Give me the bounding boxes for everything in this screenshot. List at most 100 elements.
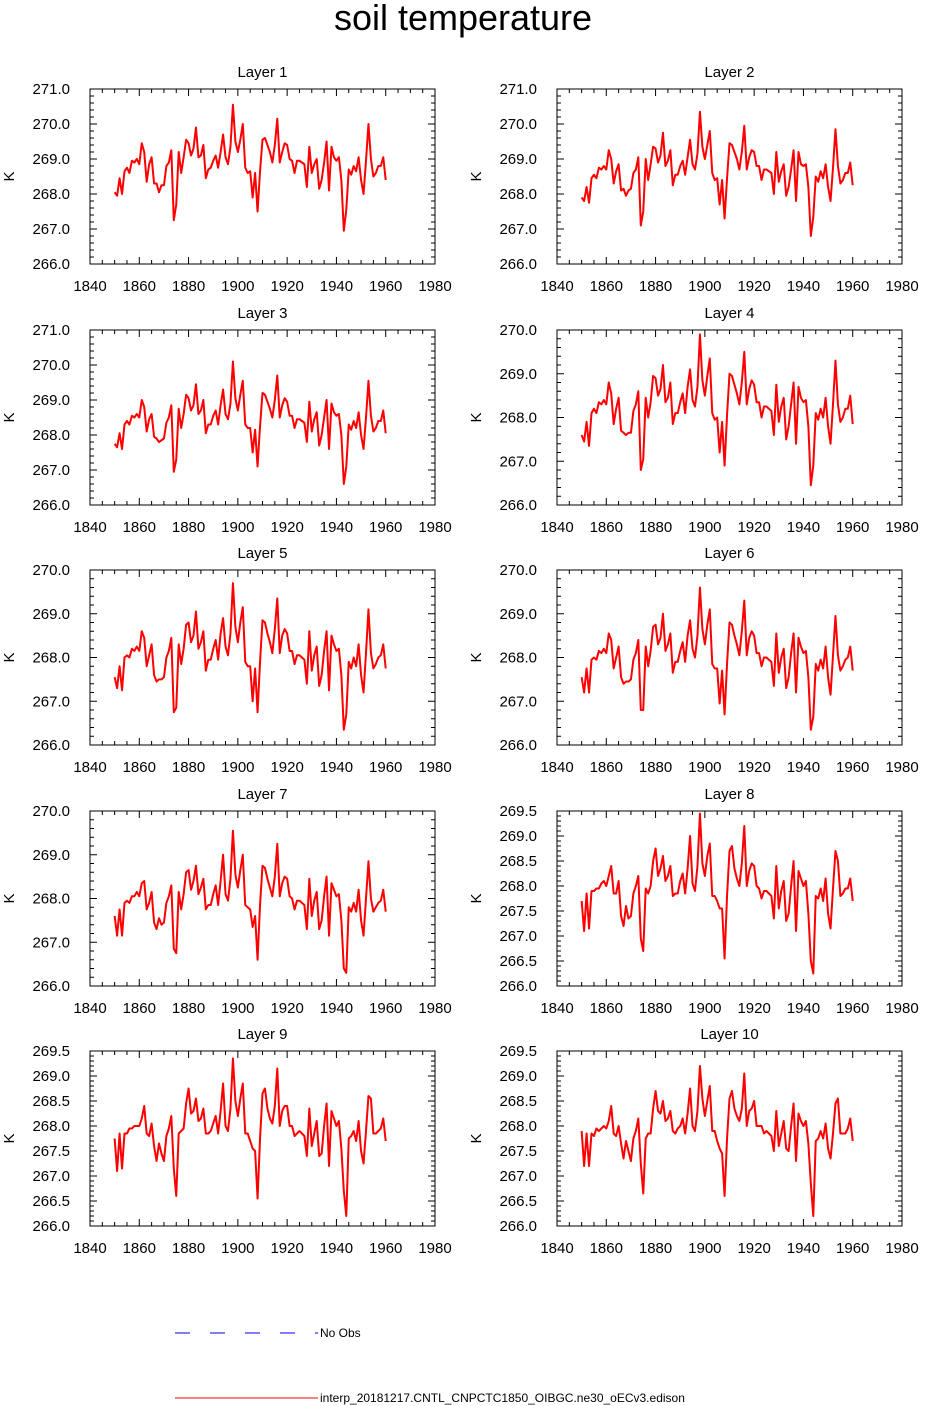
y-tick-label: 267.0: [499, 1168, 537, 1185]
y-tick-label: 268.0: [32, 891, 70, 908]
x-tick-label: 1960: [836, 519, 869, 536]
x-tick-label: 1880: [172, 519, 205, 536]
chart-layer-8: Layer 8 K 1840 1860 1880 1900 1920 1940 1960 1980…: [468, 786, 919, 1017]
y-tick-label: 271.0: [32, 322, 70, 339]
y-tick-label: 268.0: [499, 186, 537, 203]
y-tick-label: 268.0: [32, 186, 70, 203]
x-tick-label: 1980: [885, 278, 918, 295]
x-tick-label: 1840: [540, 1000, 573, 1017]
legend-obs-swatch: [175, 1332, 318, 1334]
y-tick-label: 268.0: [32, 427, 70, 444]
x-tick-label: 1940: [787, 759, 820, 776]
chart-title: Layer 8: [704, 786, 754, 803]
x-tick-label: 1960: [836, 1000, 869, 1017]
y-tick-label: 267.0: [499, 221, 537, 238]
y-tick-label: 266.0: [32, 737, 70, 754]
x-tick-label: 1960: [836, 1240, 869, 1257]
chart-layer-3: Layer 3 K 1840 1860 1880 1900 1920 1940 1960 1980…: [1, 305, 452, 536]
y-tick-label: 269.0: [32, 606, 70, 623]
y-tick-label: 269.5: [499, 803, 537, 820]
y-tick-label: 270.0: [32, 562, 70, 579]
y-tick-label: 270.0: [32, 357, 70, 374]
x-tick-label: 1860: [123, 759, 156, 776]
plot-frame: [556, 569, 903, 746]
y-tick-label: 269.0: [32, 1068, 70, 1085]
x-tick-label: 1980: [885, 1000, 918, 1017]
y-tick-label: 269.5: [499, 1043, 537, 1060]
y-axis-label: K: [1, 412, 18, 422]
y-tick-label: 270.0: [499, 322, 537, 339]
chart-title: Layer 1: [237, 64, 287, 81]
y-tick-label: 267.0: [32, 462, 70, 479]
x-tick-label: 1840: [73, 278, 106, 295]
x-tick-label: 1840: [540, 1240, 573, 1257]
x-tick-label: 1880: [172, 759, 205, 776]
y-tick-label: 266.5: [499, 1193, 537, 1210]
plot-frame: [89, 1050, 436, 1227]
y-axis-label: K: [1, 1133, 18, 1143]
chart-title: Layer 9: [237, 1026, 287, 1043]
x-tick-label: 1900: [688, 759, 721, 776]
chart-title: Layer 3: [237, 305, 287, 322]
chart-layer-9: Layer 9 K 1840 1860 1880 1900 1920 1940 1960 1980…: [1, 1026, 452, 1257]
x-tick-label: 1960: [369, 759, 402, 776]
x-tick-label: 1940: [320, 1000, 353, 1017]
x-tick-label: 1860: [123, 519, 156, 536]
x-tick-label: 1920: [737, 1240, 770, 1257]
x-tick-label: 1920: [737, 278, 770, 295]
y-tick-label: 266.0: [32, 497, 70, 514]
series-line: [113, 1057, 387, 1217]
y-axis-label: K: [468, 412, 485, 422]
y-tick-label: 269.0: [32, 847, 70, 864]
chart-title: Layer 4: [704, 305, 754, 322]
chart-layer-2: Layer 2 K 1840 1860 1880 1900 1920 1940 1960 1980…: [468, 64, 919, 295]
x-tick-label: 1860: [590, 1240, 623, 1257]
y-tick-label: 267.5: [499, 1143, 537, 1160]
x-tick-label: 1920: [737, 1000, 770, 1017]
x-tick-label: 1880: [172, 1000, 205, 1017]
x-tick-label: 1880: [639, 759, 672, 776]
chart-layer-10: Layer 10 K 1840 1860 1880 1900 1920 1940 1960 198…: [468, 1026, 919, 1257]
series-line: [113, 360, 387, 485]
y-tick-label: 269.0: [499, 828, 537, 845]
chart-layer-5: Layer 5 K 1840 1860 1880 1900 1920 1940 1960 1980…: [1, 545, 452, 776]
x-tick-label: 1940: [320, 759, 353, 776]
x-tick-label: 1920: [270, 1240, 303, 1257]
y-tick-label: 270.0: [32, 116, 70, 133]
x-tick-label: 1860: [590, 278, 623, 295]
x-tick-label: 1880: [639, 1240, 672, 1257]
y-tick-label: 267.0: [499, 928, 537, 945]
y-tick-label: 269.0: [499, 606, 537, 623]
chart-title: Layer 5: [237, 545, 287, 562]
y-tick-label: 267.0: [32, 1168, 70, 1185]
x-tick-label: 1960: [836, 278, 869, 295]
legend-model-label: interp_20181217.CNTL_CNPCTC1850_OIBGC.ne…: [320, 1391, 685, 1405]
y-tick-label: 268.5: [499, 1093, 537, 1110]
y-tick-label: 269.0: [32, 151, 70, 168]
y-tick-label: 267.0: [32, 693, 70, 710]
legend-obs-label: No Obs: [320, 1326, 361, 1340]
y-axis-label: K: [1, 893, 18, 903]
y-tick-label: 266.0: [499, 497, 537, 514]
plot-frame: [89, 88, 436, 265]
x-tick-label: 1860: [123, 1240, 156, 1257]
series-line: [580, 812, 854, 975]
chart-title: Layer 7: [237, 786, 287, 803]
x-tick-label: 1900: [688, 1000, 721, 1017]
x-tick-label: 1980: [418, 759, 451, 776]
x-tick-label: 1880: [172, 1240, 205, 1257]
x-tick-label: 1980: [885, 759, 918, 776]
x-tick-label: 1880: [172, 278, 205, 295]
x-tick-label: 1900: [688, 278, 721, 295]
y-tick-label: 267.0: [32, 934, 70, 951]
x-tick-label: 1900: [221, 759, 254, 776]
plot-frame: [556, 1050, 903, 1227]
x-tick-label: 1840: [73, 519, 106, 536]
y-axis-label: K: [1, 171, 18, 181]
chart-title: Layer 6: [704, 545, 754, 562]
x-tick-label: 1940: [320, 1240, 353, 1257]
y-axis-label: K: [468, 652, 485, 662]
legend-model: interp_20181217.CNTL_CNPCTC1850_OIBGC.ne…: [175, 1391, 685, 1405]
chart-title: Layer 10: [700, 1026, 758, 1043]
x-tick-label: 1940: [787, 1240, 820, 1257]
